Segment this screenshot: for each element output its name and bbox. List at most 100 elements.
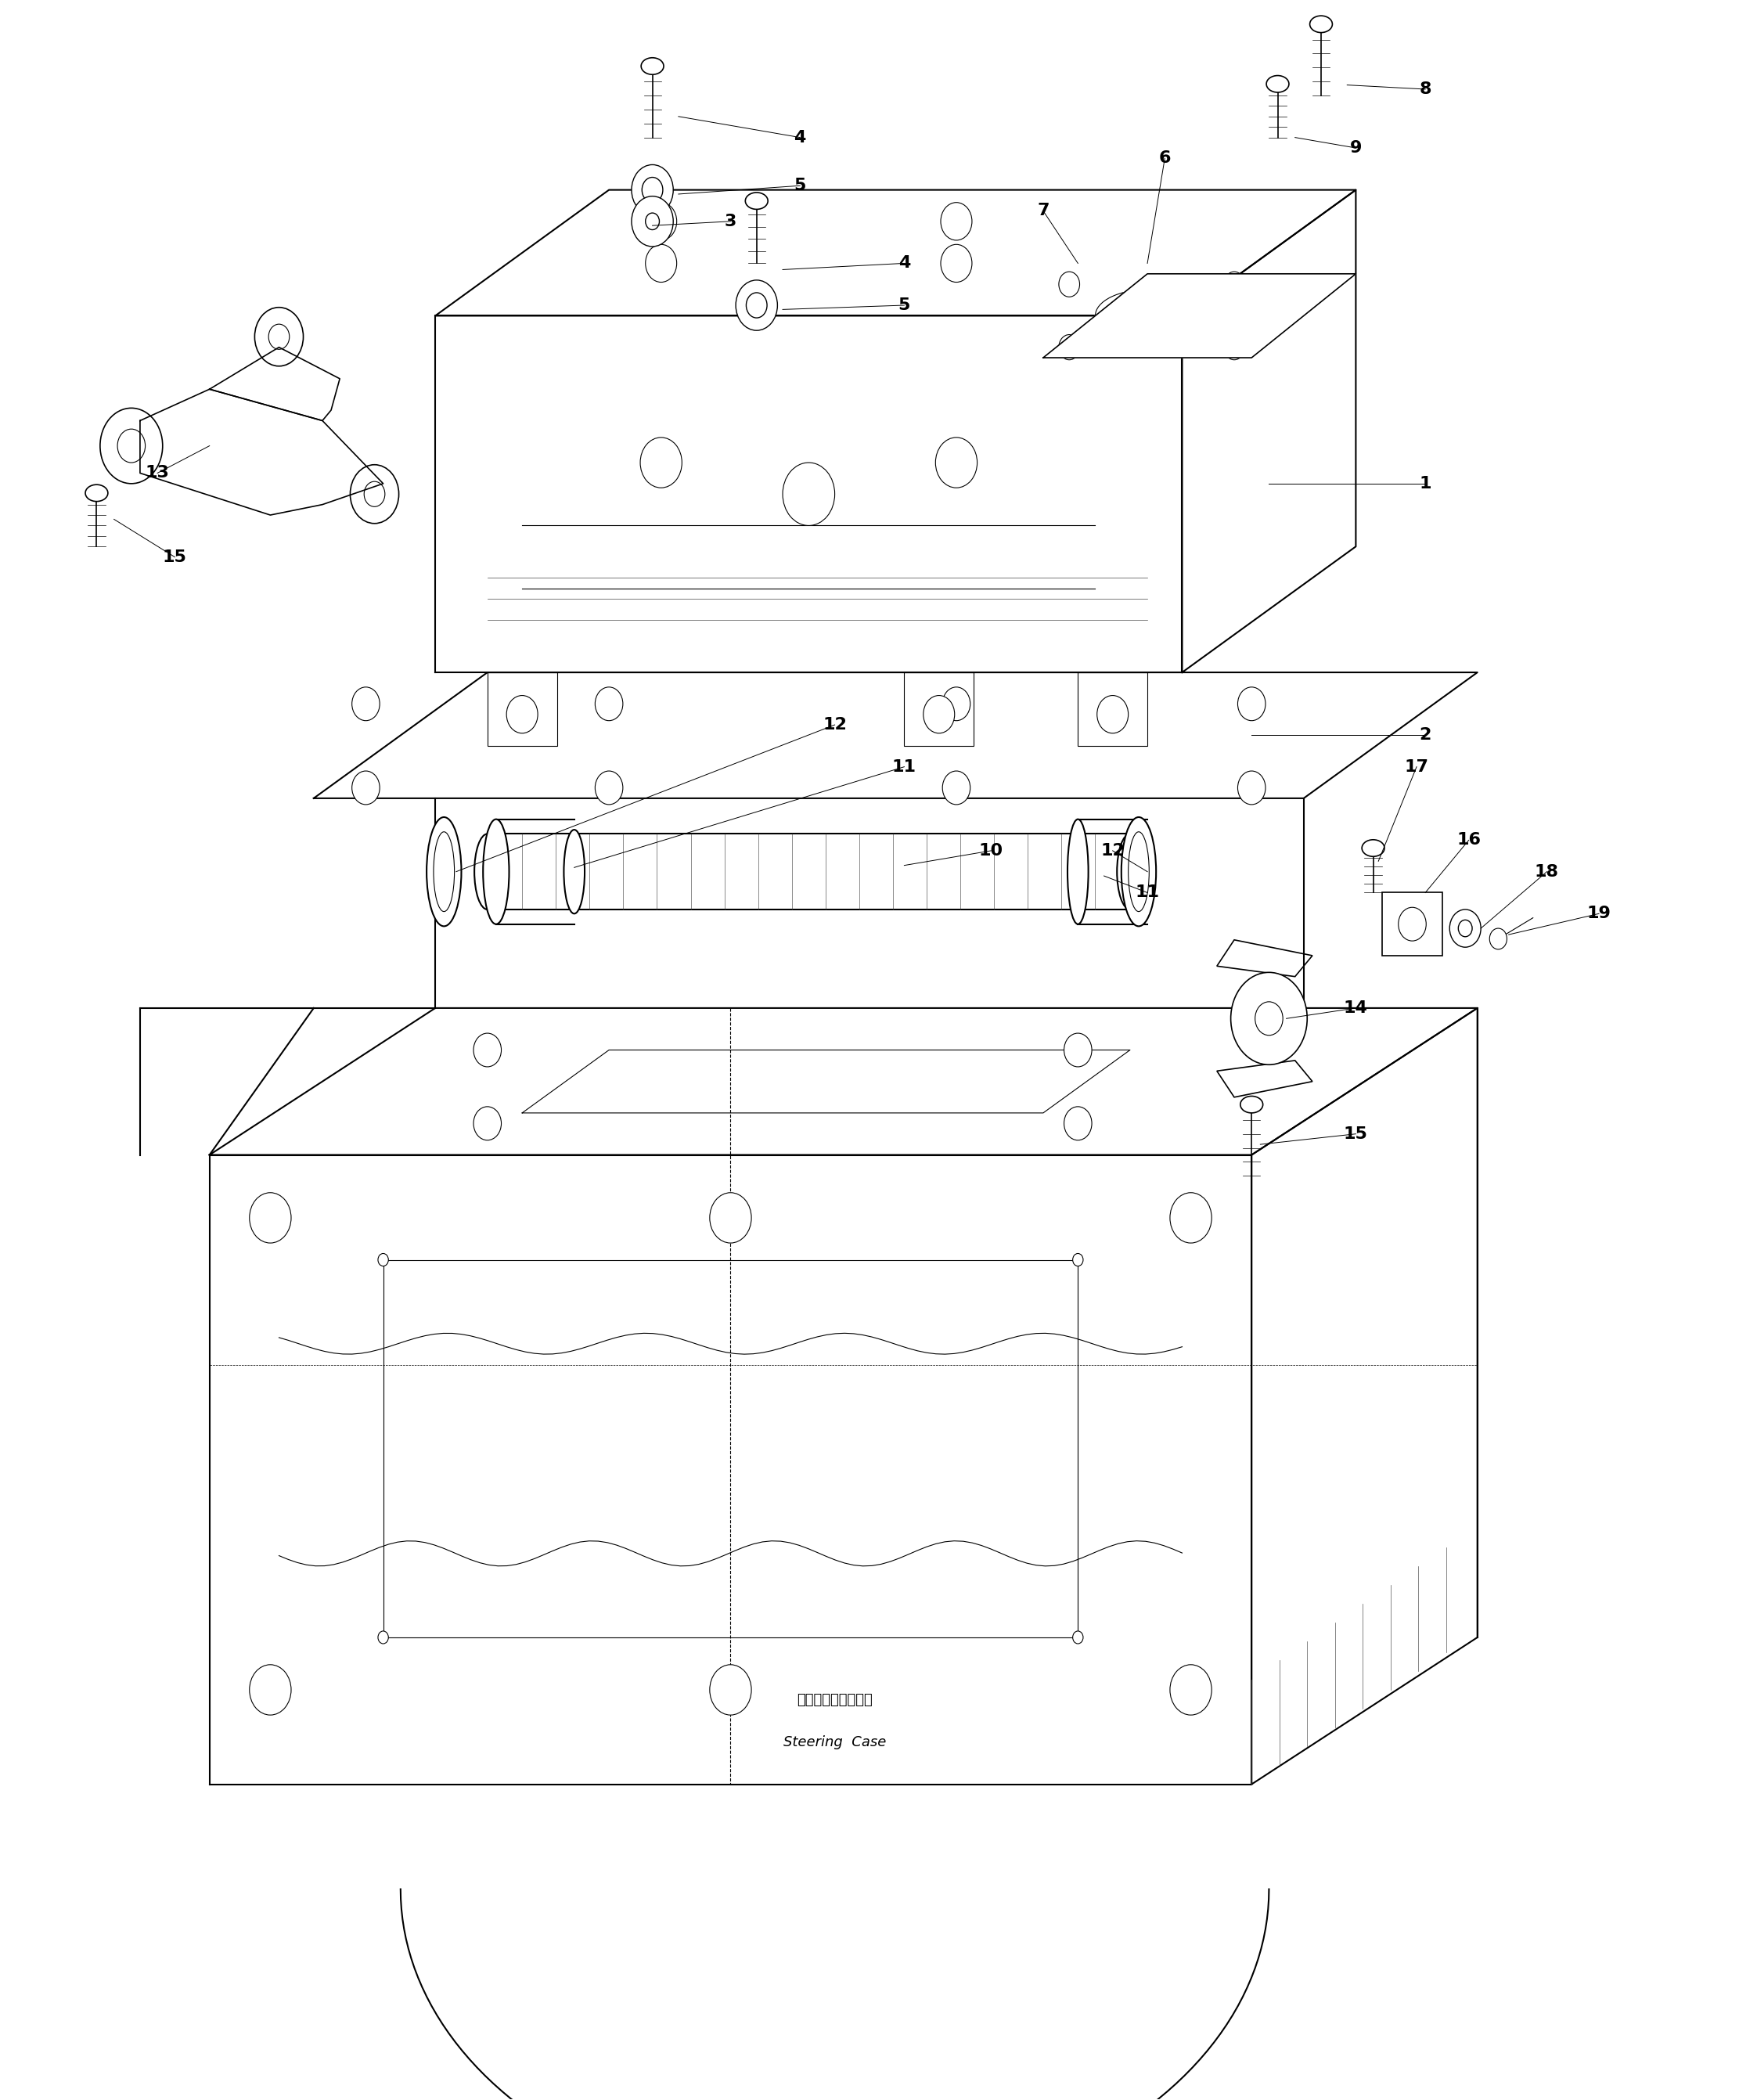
Circle shape [473, 1107, 501, 1140]
Circle shape [943, 771, 970, 804]
Text: 10: 10 [979, 842, 1003, 859]
Ellipse shape [1116, 834, 1143, 909]
Text: ステアリングケース: ステアリングケース [796, 1693, 873, 1707]
Circle shape [249, 1665, 290, 1716]
Polygon shape [209, 346, 339, 420]
Polygon shape [435, 189, 1356, 315]
Ellipse shape [1309, 17, 1332, 34]
Text: 4: 4 [795, 130, 807, 145]
Text: 5: 5 [899, 298, 909, 313]
Circle shape [1064, 1033, 1092, 1067]
Text: 3: 3 [725, 214, 737, 229]
Polygon shape [313, 672, 1478, 798]
Text: 9: 9 [1349, 141, 1362, 155]
Circle shape [1224, 271, 1245, 296]
Circle shape [1064, 1107, 1092, 1140]
Circle shape [941, 202, 972, 239]
Text: 19: 19 [1588, 905, 1610, 922]
Ellipse shape [1122, 817, 1156, 926]
Circle shape [1097, 695, 1129, 733]
Circle shape [1059, 334, 1080, 359]
Circle shape [1059, 271, 1080, 296]
Circle shape [101, 407, 163, 483]
Ellipse shape [563, 830, 584, 914]
Circle shape [645, 212, 659, 229]
Polygon shape [1183, 189, 1356, 672]
Circle shape [377, 1254, 388, 1266]
Circle shape [268, 323, 289, 349]
Text: 4: 4 [899, 256, 909, 271]
Ellipse shape [642, 57, 664, 74]
Circle shape [350, 464, 398, 523]
Circle shape [1170, 1665, 1212, 1716]
Circle shape [943, 687, 970, 720]
Circle shape [631, 195, 673, 246]
Text: 11: 11 [892, 758, 916, 775]
Ellipse shape [433, 832, 454, 911]
Circle shape [249, 1193, 290, 1243]
Circle shape [783, 462, 835, 525]
Text: 5: 5 [795, 178, 807, 193]
Text: 6: 6 [1158, 151, 1170, 166]
Polygon shape [1043, 273, 1356, 357]
Text: 17: 17 [1405, 758, 1429, 775]
Text: 2: 2 [1419, 727, 1431, 743]
Text: 12: 12 [1101, 842, 1125, 859]
Text: 18: 18 [1536, 863, 1558, 880]
Circle shape [506, 695, 537, 733]
Ellipse shape [483, 819, 510, 924]
Circle shape [1459, 920, 1473, 937]
Circle shape [642, 176, 663, 202]
Text: 14: 14 [1344, 1000, 1369, 1016]
Ellipse shape [1266, 76, 1289, 92]
Circle shape [118, 428, 146, 462]
Circle shape [640, 437, 682, 487]
Text: 8: 8 [1419, 82, 1431, 97]
Ellipse shape [475, 834, 501, 909]
Circle shape [1238, 771, 1266, 804]
Circle shape [631, 164, 673, 214]
Polygon shape [141, 388, 383, 514]
Text: 1: 1 [1419, 477, 1431, 491]
Ellipse shape [85, 485, 108, 502]
Ellipse shape [1240, 1096, 1263, 1113]
Text: 7: 7 [1036, 204, 1049, 218]
Circle shape [645, 244, 676, 281]
Circle shape [595, 771, 623, 804]
Circle shape [254, 307, 303, 365]
Circle shape [746, 292, 767, 317]
Circle shape [351, 687, 379, 720]
Text: 15: 15 [1344, 1126, 1369, 1142]
Ellipse shape [746, 193, 769, 210]
Circle shape [1238, 687, 1266, 720]
Ellipse shape [1129, 832, 1149, 911]
Text: 13: 13 [146, 466, 169, 481]
Circle shape [377, 1632, 388, 1644]
Circle shape [736, 279, 777, 330]
Circle shape [1073, 1632, 1083, 1644]
Text: 15: 15 [163, 550, 186, 565]
Circle shape [595, 687, 623, 720]
Circle shape [1170, 1193, 1212, 1243]
Circle shape [710, 1193, 751, 1243]
Circle shape [1256, 1002, 1283, 1035]
Text: 12: 12 [823, 716, 847, 733]
Circle shape [1231, 972, 1308, 1065]
Text: Steering  Case: Steering Case [783, 1735, 887, 1749]
Ellipse shape [1096, 290, 1200, 342]
Circle shape [923, 695, 955, 733]
Circle shape [1490, 928, 1508, 949]
Text: 16: 16 [1457, 832, 1482, 848]
Circle shape [936, 437, 977, 487]
Ellipse shape [426, 817, 461, 926]
Circle shape [1450, 909, 1482, 947]
Ellipse shape [1068, 819, 1089, 924]
Circle shape [1073, 1254, 1083, 1266]
Circle shape [1398, 907, 1426, 941]
Circle shape [473, 1033, 501, 1067]
Circle shape [941, 244, 972, 281]
Circle shape [363, 481, 384, 506]
Polygon shape [435, 315, 1183, 672]
Circle shape [351, 771, 379, 804]
Circle shape [1224, 334, 1245, 359]
